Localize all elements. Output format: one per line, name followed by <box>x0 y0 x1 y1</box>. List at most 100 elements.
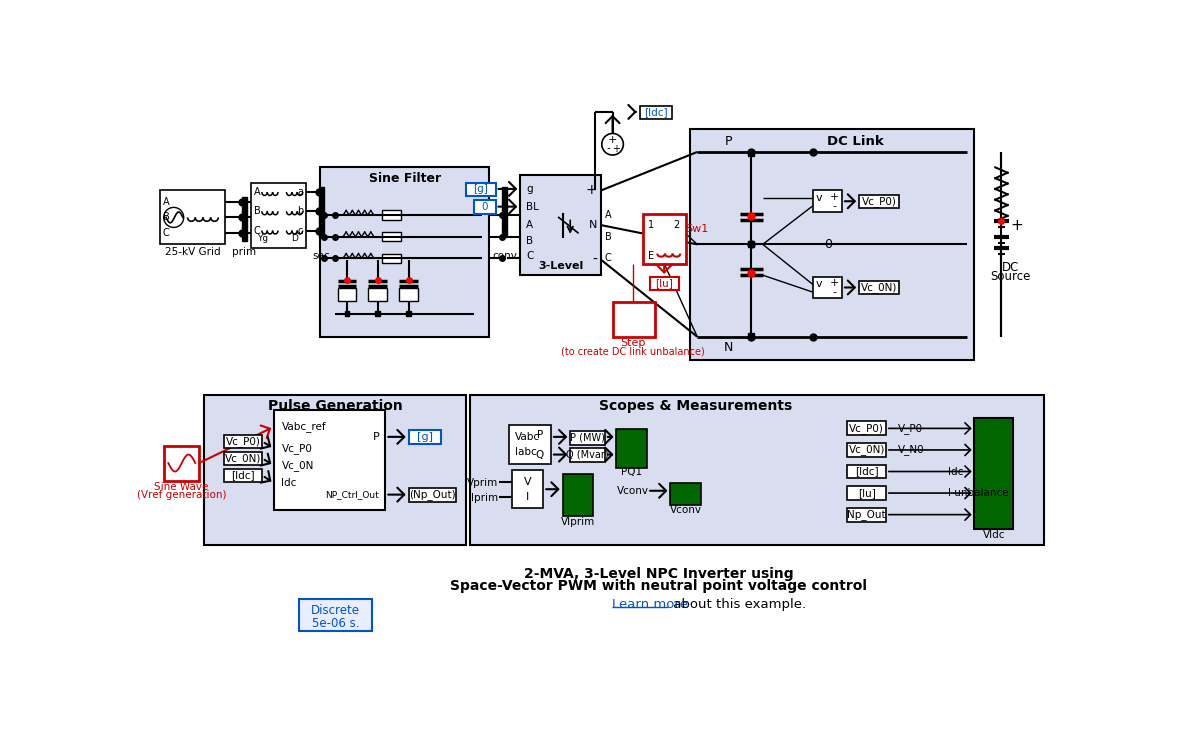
Text: Vconv: Vconv <box>670 505 702 515</box>
FancyBboxPatch shape <box>859 195 899 208</box>
Text: 2-MVA, 3-Level NPC Inverter using: 2-MVA, 3-Level NPC Inverter using <box>524 567 794 581</box>
Text: Q (Mvar): Q (Mvar) <box>566 450 608 459</box>
FancyBboxPatch shape <box>813 191 842 212</box>
Text: C: C <box>527 251 534 261</box>
FancyBboxPatch shape <box>848 465 886 478</box>
FancyBboxPatch shape <box>345 311 350 316</box>
Text: NP_Ctrl_Out: NP_Ctrl_Out <box>326 490 379 499</box>
Text: I: I <box>527 492 529 502</box>
Text: [g]: [g] <box>417 432 432 442</box>
FancyBboxPatch shape <box>409 430 441 444</box>
FancyBboxPatch shape <box>513 470 543 508</box>
FancyBboxPatch shape <box>748 241 755 248</box>
FancyBboxPatch shape <box>848 443 886 457</box>
Text: Yg: Yg <box>256 234 268 243</box>
FancyBboxPatch shape <box>974 418 1013 529</box>
Text: [Idc]: [Idc] <box>855 467 879 477</box>
FancyBboxPatch shape <box>570 431 605 444</box>
Text: DC: DC <box>1001 261 1019 274</box>
Text: V_N0: V_N0 <box>898 444 924 456</box>
FancyBboxPatch shape <box>381 254 400 263</box>
Text: -: - <box>833 287 836 297</box>
Text: VIdc: VIdc <box>983 530 1005 541</box>
Circle shape <box>602 133 624 155</box>
FancyBboxPatch shape <box>613 302 655 337</box>
Text: 0: 0 <box>824 238 833 251</box>
Text: v: v <box>816 194 822 203</box>
Text: (Np_Out): (Np_Out) <box>409 489 456 500</box>
FancyBboxPatch shape <box>368 288 387 300</box>
Text: b: b <box>296 206 304 216</box>
Text: Vabc: Vabc <box>515 432 540 442</box>
Text: +: + <box>608 136 618 145</box>
Text: -: - <box>833 201 836 211</box>
FancyBboxPatch shape <box>848 486 886 500</box>
FancyBboxPatch shape <box>470 395 1044 544</box>
FancyBboxPatch shape <box>562 474 593 516</box>
FancyBboxPatch shape <box>671 483 702 505</box>
FancyBboxPatch shape <box>299 599 372 631</box>
FancyBboxPatch shape <box>644 214 686 264</box>
Text: Vc_P0): Vc_P0) <box>226 436 261 447</box>
Text: Vc_0N): Vc_0N) <box>848 444 885 456</box>
FancyBboxPatch shape <box>813 276 842 298</box>
Text: prim: prim <box>233 247 256 257</box>
FancyBboxPatch shape <box>748 333 755 339</box>
Text: 5e-06 s.: 5e-06 s. <box>312 617 359 630</box>
FancyBboxPatch shape <box>320 167 489 337</box>
FancyBboxPatch shape <box>204 395 466 544</box>
FancyBboxPatch shape <box>570 447 605 462</box>
FancyBboxPatch shape <box>381 211 400 220</box>
Text: Idc: Idc <box>281 478 296 488</box>
Text: Vc_0N): Vc_0N) <box>224 453 261 464</box>
FancyBboxPatch shape <box>640 105 672 119</box>
FancyBboxPatch shape <box>250 183 306 248</box>
FancyBboxPatch shape <box>376 311 380 316</box>
Text: Sine Filter: Sine Filter <box>368 172 441 184</box>
Text: N: N <box>589 220 598 230</box>
FancyBboxPatch shape <box>164 446 200 480</box>
FancyBboxPatch shape <box>848 508 886 522</box>
Text: 25-kV Grid: 25-kV Grid <box>164 247 221 257</box>
Text: P: P <box>724 135 732 148</box>
Text: E: E <box>648 251 654 261</box>
Text: Q: Q <box>535 450 543 459</box>
Text: D: D <box>292 234 298 243</box>
Text: Vconv: Vconv <box>616 486 648 495</box>
FancyBboxPatch shape <box>274 410 385 510</box>
Text: [Idc]: [Idc] <box>644 107 667 117</box>
Text: [Iu]: [Iu] <box>857 488 875 498</box>
Text: Source: Source <box>991 270 1031 283</box>
Text: +: + <box>586 184 598 197</box>
FancyBboxPatch shape <box>690 129 974 360</box>
Text: B: B <box>254 206 261 216</box>
FancyBboxPatch shape <box>502 187 507 236</box>
Text: V_P0: V_P0 <box>898 423 922 434</box>
Text: I unbalance: I unbalance <box>947 488 1009 498</box>
Text: VIprim: VIprim <box>561 517 595 527</box>
FancyBboxPatch shape <box>319 187 324 236</box>
FancyBboxPatch shape <box>223 435 262 448</box>
Text: -: - <box>606 143 609 153</box>
Text: V: V <box>524 477 531 486</box>
FancyBboxPatch shape <box>399 288 418 300</box>
Text: N: N <box>724 341 732 354</box>
Text: 1: 1 <box>648 220 654 230</box>
Text: -: - <box>593 253 598 267</box>
Text: a: a <box>298 187 304 197</box>
Text: B: B <box>527 236 534 245</box>
Text: A: A <box>254 187 260 197</box>
Text: 3-Level: 3-Level <box>539 261 583 271</box>
Text: Vc_P0: Vc_P0 <box>281 443 312 454</box>
Text: [g]: [g] <box>474 184 489 194</box>
Text: Vc_0N): Vc_0N) <box>861 282 898 293</box>
FancyBboxPatch shape <box>406 311 411 316</box>
FancyBboxPatch shape <box>159 191 226 245</box>
Text: Vc_P0): Vc_P0) <box>862 196 896 206</box>
Text: DC Link: DC Link <box>827 135 883 148</box>
Text: Pulse Generation: Pulse Generation <box>268 399 403 413</box>
Text: +: + <box>829 191 839 202</box>
Text: 0: 0 <box>482 202 488 212</box>
Text: v: v <box>816 279 822 289</box>
FancyBboxPatch shape <box>474 200 496 214</box>
